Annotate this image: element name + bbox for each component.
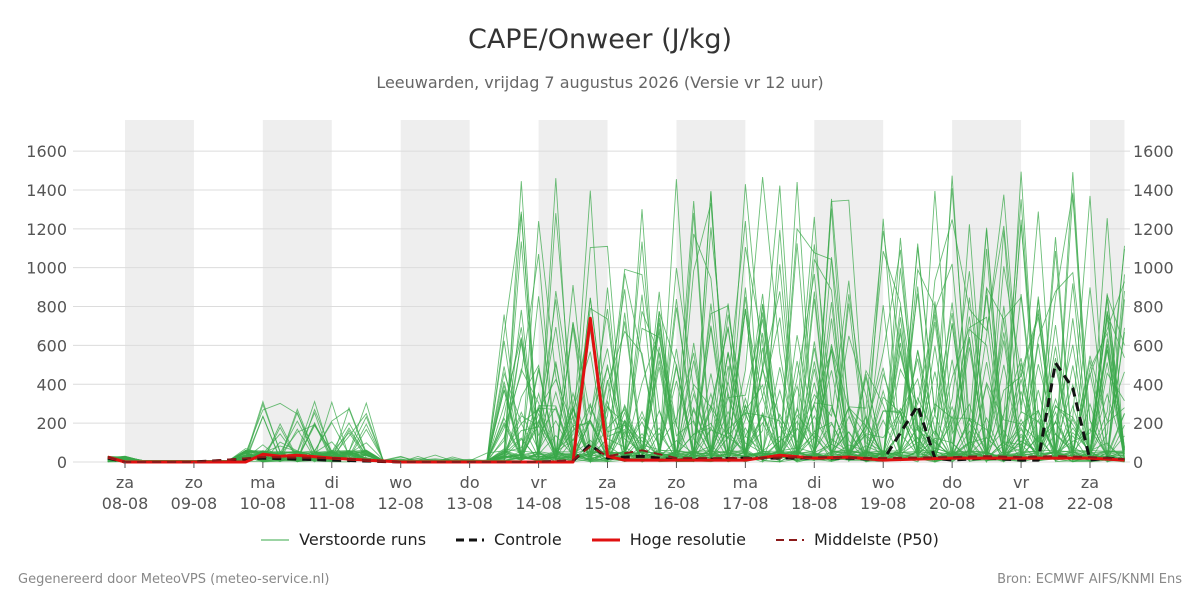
x-tick-day-6: vr bbox=[531, 473, 547, 492]
x-tick-date-4: 12-08 bbox=[377, 494, 424, 513]
x-tick-day-8: zo bbox=[667, 473, 685, 492]
y-tick-left-800: 800 bbox=[36, 298, 67, 317]
legend-item-highres[interactable]: Hoge resolutie bbox=[591, 530, 746, 549]
y-tick-right-800: 800 bbox=[1133, 298, 1164, 317]
x-tick-day-11: wo bbox=[872, 473, 895, 492]
x-tick-date-12: 20-08 bbox=[929, 494, 976, 513]
y-tick-left-600: 600 bbox=[36, 336, 67, 355]
legend-item-median[interactable]: Middelste (P50) bbox=[775, 530, 939, 549]
x-tick-date-14: 22-08 bbox=[1067, 494, 1114, 513]
footer-source: Bron: ECMWF AIFS/KNMI Ens bbox=[997, 572, 1182, 587]
chart-title: CAPE/Onweer (J/kg) bbox=[467, 24, 732, 55]
y-axis-right: 0 200 400 600 800 1000 1200 1400 1600 bbox=[1133, 142, 1174, 472]
legend-label-median: Middelste (P50) bbox=[813, 530, 939, 549]
legend-label-control: Controle bbox=[494, 530, 562, 549]
x-tick-date-9: 17-08 bbox=[722, 494, 769, 513]
legend-swatch-control bbox=[456, 538, 485, 541]
x-tick-date-6: 14-08 bbox=[515, 494, 562, 513]
legend-swatch-ensemble bbox=[261, 539, 290, 540]
y-tick-left-400: 400 bbox=[36, 375, 67, 394]
x-tick-date-8: 16-08 bbox=[653, 494, 700, 513]
x-tick-day-14: za bbox=[1081, 473, 1099, 492]
series-line-2 bbox=[107, 445, 1125, 463]
legend-item-control[interactable]: Controle bbox=[456, 530, 562, 549]
y-tick-right-0: 0 bbox=[1133, 453, 1143, 472]
y-tick-left-1000: 1000 bbox=[26, 259, 67, 278]
x-axis: za 08-08 zo 09-08 ma 10-08 di 11-08 wo 12-08 do 13-… bbox=[102, 462, 1114, 513]
x-tick-day-1: zo bbox=[185, 473, 203, 492]
ensemble-member-46 bbox=[107, 216, 1125, 463]
x-tick-day-12: do bbox=[942, 473, 962, 492]
y-tick-right-1400: 1400 bbox=[1133, 181, 1174, 200]
x-tick-day-5: do bbox=[460, 473, 480, 492]
x-tick-date-0: 08-08 bbox=[102, 494, 149, 513]
y-tick-left-1600: 1600 bbox=[26, 142, 67, 161]
legend-item-ensemble[interactable]: Verstoorde runs bbox=[261, 530, 426, 549]
weekend-band-1 bbox=[262, 120, 332, 462]
x-tick-date-2: 10-08 bbox=[240, 494, 287, 513]
y-tick-right-600: 600 bbox=[1133, 336, 1164, 355]
legend-label-ensemble: Verstoorde runs bbox=[299, 530, 427, 549]
y-tick-right-200: 200 bbox=[1133, 414, 1164, 433]
y-tick-right-1600: 1600 bbox=[1133, 142, 1174, 161]
x-tick-day-3: di bbox=[324, 473, 339, 492]
legend-swatch-highres bbox=[591, 538, 620, 541]
y-tick-left-0: 0 bbox=[57, 453, 67, 472]
series-line-1 bbox=[107, 316, 1125, 464]
x-tick-day-7: za bbox=[598, 473, 616, 492]
y-tick-right-400: 400 bbox=[1133, 375, 1164, 394]
ensemble-member-34 bbox=[107, 224, 1125, 463]
x-tick-day-0: za bbox=[116, 473, 134, 492]
x-tick-day-4: wo bbox=[389, 473, 412, 492]
x-tick-date-3: 11-08 bbox=[309, 494, 356, 513]
legend-label-highres: Hoge resolutie bbox=[629, 530, 746, 549]
y-tick-left-1400: 1400 bbox=[26, 181, 67, 200]
weekend-bands bbox=[125, 120, 1125, 462]
x-tick-day-9: ma bbox=[733, 473, 758, 492]
x-tick-day-13: vr bbox=[1013, 473, 1029, 492]
y-tick-right-1200: 1200 bbox=[1133, 220, 1174, 239]
weekend-band-2 bbox=[400, 120, 470, 462]
x-tick-day-10: di bbox=[807, 473, 822, 492]
y-tick-right-1000: 1000 bbox=[1133, 259, 1174, 278]
legend: Verstoorde runs Controle Hoge resolutie … bbox=[0, 530, 1200, 549]
x-tick-date-13: 21-08 bbox=[998, 494, 1045, 513]
x-tick-day-2: ma bbox=[250, 473, 275, 492]
weekend-band-0 bbox=[125, 120, 194, 462]
legend-swatch-median bbox=[775, 538, 804, 541]
y-tick-left-200: 200 bbox=[36, 414, 67, 433]
series-line-0 bbox=[107, 361, 1125, 464]
y-axis-left: 0 200 400 600 800 1000 1200 1400 1600 bbox=[26, 142, 67, 472]
ensemble-member-27 bbox=[107, 249, 1125, 463]
x-tick-date-1: 09-08 bbox=[171, 494, 218, 513]
ensemble-member-37 bbox=[107, 172, 1125, 463]
footer-credit: Gegenereerd door MeteoVPS (meteo-service… bbox=[18, 572, 330, 587]
x-tick-date-7: 15-08 bbox=[584, 494, 631, 513]
main-series bbox=[107, 316, 1125, 464]
x-tick-date-11: 19-08 bbox=[860, 494, 907, 513]
x-tick-date-5: 13-08 bbox=[446, 494, 493, 513]
chart-subtitle: Leeuwarden, vrijdag 7 augustus 2026 (Ver… bbox=[376, 73, 824, 92]
y-tick-left-1200: 1200 bbox=[26, 220, 67, 239]
x-tick-date-10: 18-08 bbox=[791, 494, 838, 513]
